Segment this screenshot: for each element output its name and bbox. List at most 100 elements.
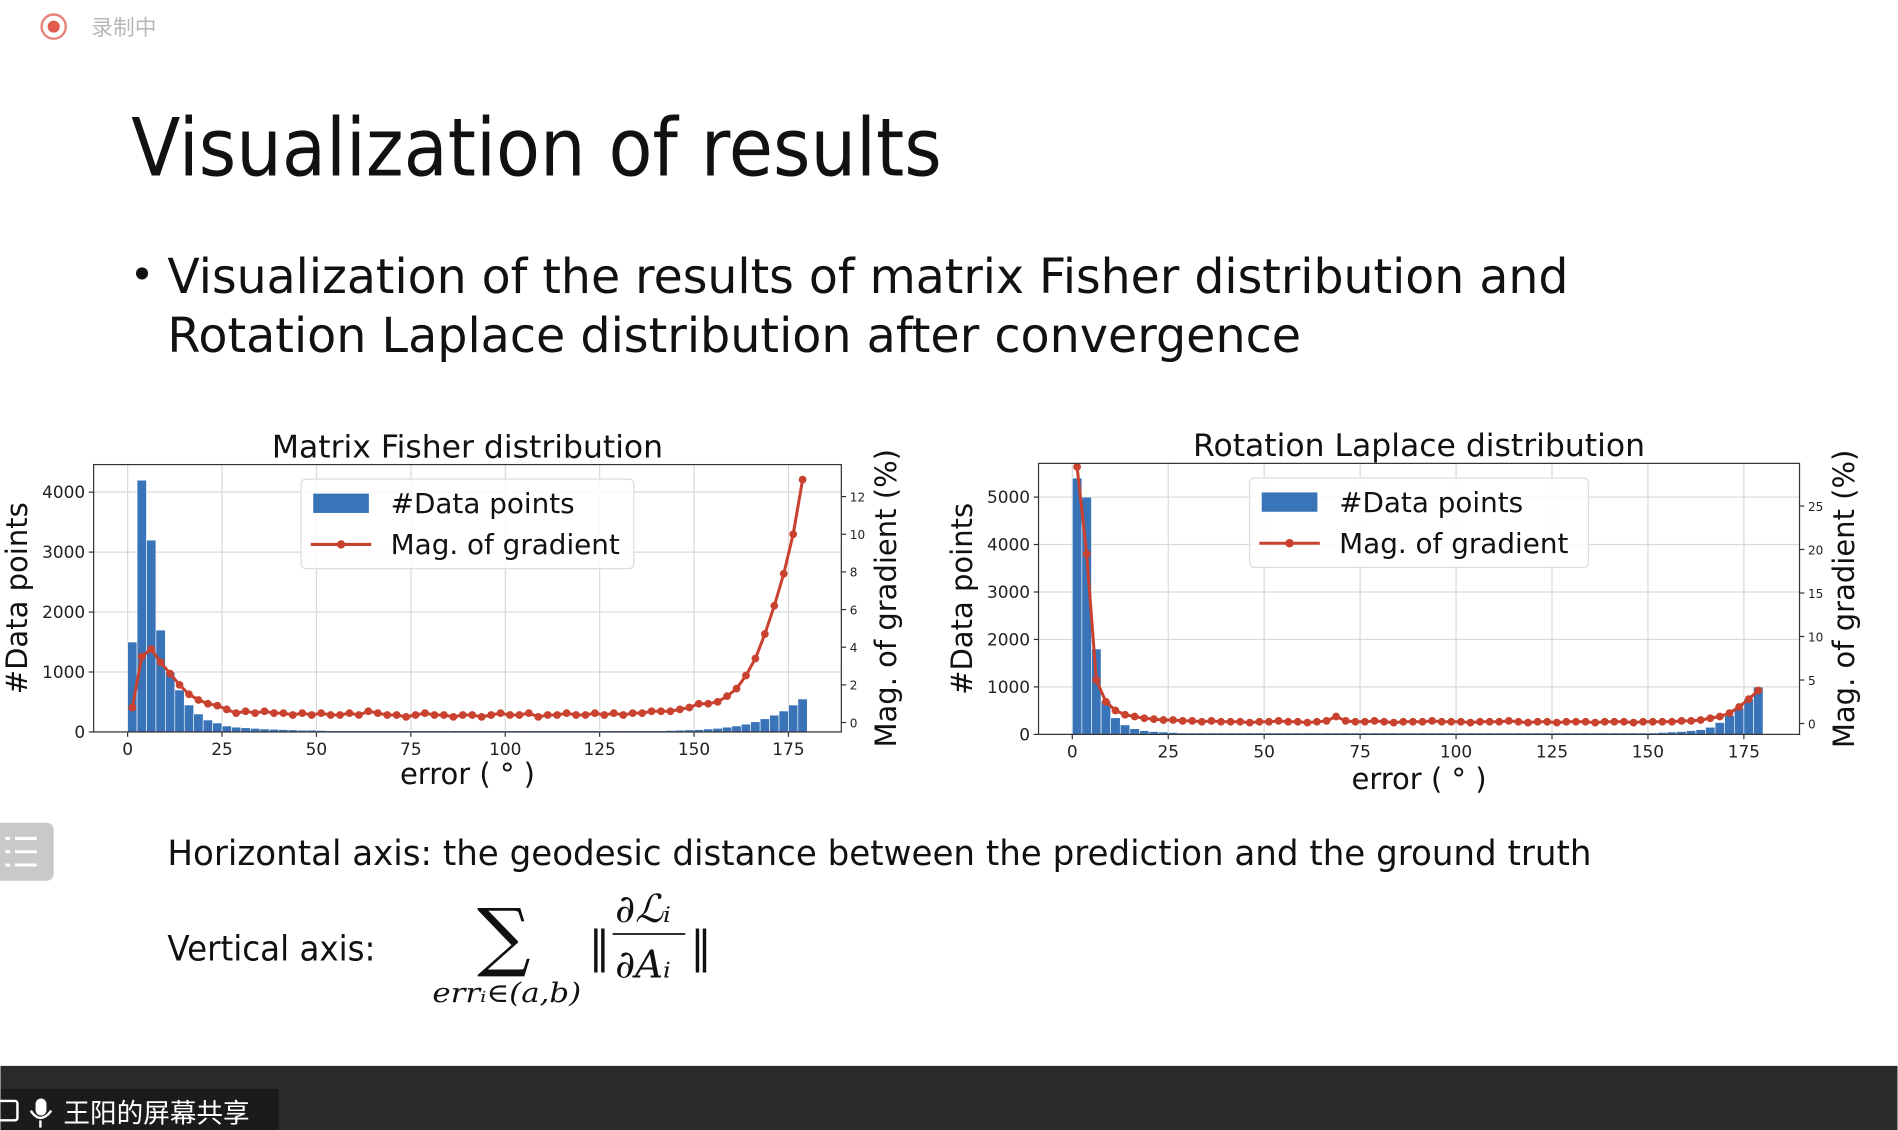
gradient-point [1341, 717, 1350, 725]
gradient-point [1236, 717, 1245, 726]
histogram-bar [1724, 715, 1735, 735]
histogram-bar [136, 479, 147, 733]
histogram-bar [731, 725, 742, 733]
gradient-point [241, 707, 250, 716]
gradient-point [1197, 717, 1206, 726]
y2-tick-label: 6 [850, 603, 858, 617]
gradient-point [421, 709, 429, 718]
gradient-point [789, 530, 798, 539]
formula-denominator: ∂Aᵢ [615, 943, 671, 988]
gradient-point [345, 709, 354, 718]
horizontal-note: Horizontal axis: the geodesic distance b… [167, 833, 1591, 874]
y2-tick-label: 4 [850, 641, 858, 655]
x-axis-label: error ( ° ) [1351, 762, 1486, 796]
x-tick-label: 75 [400, 739, 422, 759]
legend-label: Mag. of gradient [391, 528, 620, 561]
gradient-point [647, 707, 656, 716]
x-tick-label: 0 [122, 739, 133, 759]
histogram-bar [165, 671, 176, 733]
gradient-point [487, 711, 495, 719]
x-tick-label: 150 [1632, 741, 1664, 761]
chart: 0 25 50 75 100 125 150 175010002000300040005000… [945, 428, 1861, 796]
gradient-point [1140, 714, 1149, 723]
legend-box [300, 478, 635, 570]
gradient-point [1754, 686, 1763, 695]
x-tick-label: 125 [583, 739, 615, 759]
gradient-point [553, 711, 562, 719]
gradient-point [515, 711, 524, 719]
gradient-point [355, 711, 363, 719]
gradient-point [449, 713, 458, 721]
gradient-point [1351, 717, 1360, 726]
gradient-point [1648, 717, 1657, 726]
gradient-point [1370, 717, 1379, 725]
gradient-point [288, 711, 297, 719]
gradient-point [1178, 717, 1187, 725]
gradient-point [156, 658, 165, 667]
gradient-point [591, 709, 599, 718]
histogram-bar [1071, 477, 1083, 735]
gradient-point [1265, 717, 1273, 726]
gradient-point [383, 711, 392, 719]
gradient-point [440, 711, 448, 719]
slide-title: Visualization of results [131, 101, 942, 194]
gradient-point [364, 707, 373, 716]
legend-label: Mag. of gradient [1339, 527, 1568, 560]
gradient-point [336, 711, 344, 719]
gradient-point [392, 711, 401, 719]
y-tick-label: 1000 [987, 677, 1030, 697]
formula-sum: ∑ [477, 892, 531, 980]
gradient-point [213, 701, 222, 710]
gradient-point [1092, 676, 1101, 684]
gradient-point [770, 601, 779, 610]
histogram-bar [1110, 717, 1121, 735]
legend-marker [1285, 538, 1294, 548]
gradient-point [713, 697, 722, 706]
histogram-bar [788, 704, 799, 733]
y-tick-label: 0 [74, 722, 85, 742]
gradient-point [222, 705, 231, 714]
histogram-bar [240, 727, 251, 733]
y2-tick-label: 0 [1808, 717, 1816, 731]
legend-swatch [313, 493, 369, 513]
histogram-bar [146, 539, 157, 733]
y2-tick-label: 0 [850, 716, 858, 730]
gradient-point [638, 709, 647, 718]
legend-label: #Data points [1339, 486, 1523, 519]
x-tick-label: 175 [1728, 741, 1760, 761]
x-tick-label: 175 [772, 739, 804, 759]
legend-label: #Data points [391, 487, 575, 520]
gradient-point [779, 569, 788, 578]
gradient-point [1524, 718, 1532, 727]
gradient-point [317, 709, 326, 718]
gradient-point [458, 711, 467, 719]
histogram-bar [193, 713, 204, 733]
y-tick-label: 3000 [42, 542, 85, 562]
gradient-point [1284, 717, 1293, 726]
gradient-point [1226, 717, 1235, 726]
gradient-point [1207, 717, 1216, 725]
gradient-point [1111, 706, 1120, 715]
histogram-bar [1129, 728, 1140, 735]
x-tick-label: 25 [211, 739, 233, 759]
y-axis-label: #Data points [0, 502, 34, 694]
gradient-point [194, 696, 203, 704]
gradient-point [1629, 718, 1638, 727]
gradient-point [1245, 718, 1254, 727]
y-tick-label: 5000 [987, 487, 1030, 507]
gradient-point [1188, 717, 1197, 725]
gradient-point [1082, 549, 1091, 558]
gradient-point [798, 475, 807, 484]
histogram-bar [797, 698, 808, 733]
gradient-point [1591, 718, 1600, 727]
gradient-point [1322, 717, 1331, 725]
y2-tick-label: 25 [1808, 500, 1823, 514]
gradient-point [506, 711, 514, 719]
y-tick-label: 1000 [42, 662, 85, 682]
gradient-point [732, 684, 741, 693]
gradient-point [1716, 712, 1724, 721]
x-tick-label: 25 [1157, 741, 1179, 761]
bullet-line: Rotation Laplace distribution after conv… [167, 308, 1301, 364]
